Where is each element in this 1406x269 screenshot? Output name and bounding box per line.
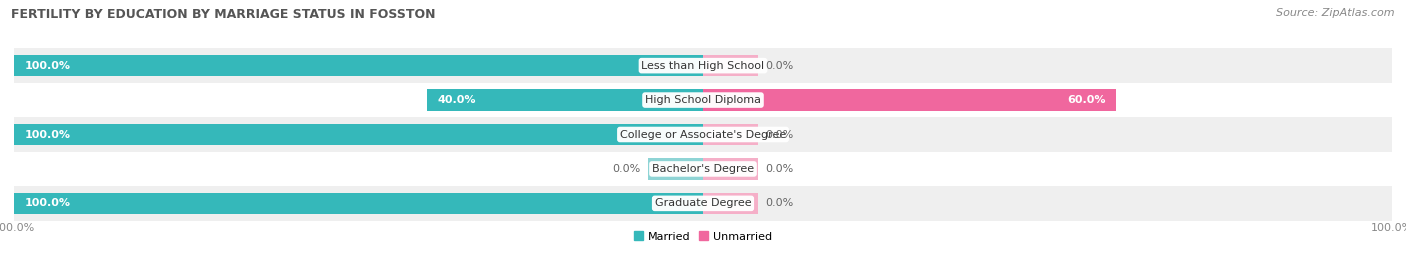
Text: Bachelor's Degree: Bachelor's Degree	[652, 164, 754, 174]
Bar	[703, 89, 1116, 111]
Bar	[703, 193, 758, 214]
Text: High School Diploma: High School Diploma	[645, 95, 761, 105]
Text: 0.0%: 0.0%	[613, 164, 641, 174]
Text: FERTILITY BY EDUCATION BY MARRIAGE STATUS IN FOSSTON: FERTILITY BY EDUCATION BY MARRIAGE STATU…	[11, 8, 436, 21]
Bar	[427, 89, 703, 111]
Bar	[703, 124, 758, 145]
Bar	[14, 117, 1392, 152]
Text: 60.0%: 60.0%	[1067, 95, 1107, 105]
Text: College or Associate's Degree: College or Associate's Degree	[620, 129, 786, 140]
Text: Source: ZipAtlas.com: Source: ZipAtlas.com	[1277, 8, 1395, 18]
Text: 0.0%: 0.0%	[765, 129, 793, 140]
Text: 0.0%: 0.0%	[765, 164, 793, 174]
Bar	[14, 152, 1392, 186]
Bar	[14, 48, 1392, 83]
Text: Less than High School: Less than High School	[641, 61, 765, 71]
Text: 100.0%: 100.0%	[24, 198, 70, 208]
Legend: Married, Unmarried: Married, Unmarried	[630, 227, 776, 246]
Text: Graduate Degree: Graduate Degree	[655, 198, 751, 208]
Text: 100.0%: 100.0%	[24, 61, 70, 71]
Bar	[14, 186, 1392, 221]
Bar	[14, 83, 1392, 117]
Text: 40.0%: 40.0%	[437, 95, 477, 105]
Bar	[648, 158, 703, 180]
Text: 0.0%: 0.0%	[765, 61, 793, 71]
Text: 0.0%: 0.0%	[765, 198, 793, 208]
Text: 100.0%: 100.0%	[24, 129, 70, 140]
Bar	[14, 193, 703, 214]
Bar	[14, 55, 703, 76]
Bar	[703, 55, 758, 76]
Bar	[14, 124, 703, 145]
Bar	[703, 158, 758, 180]
